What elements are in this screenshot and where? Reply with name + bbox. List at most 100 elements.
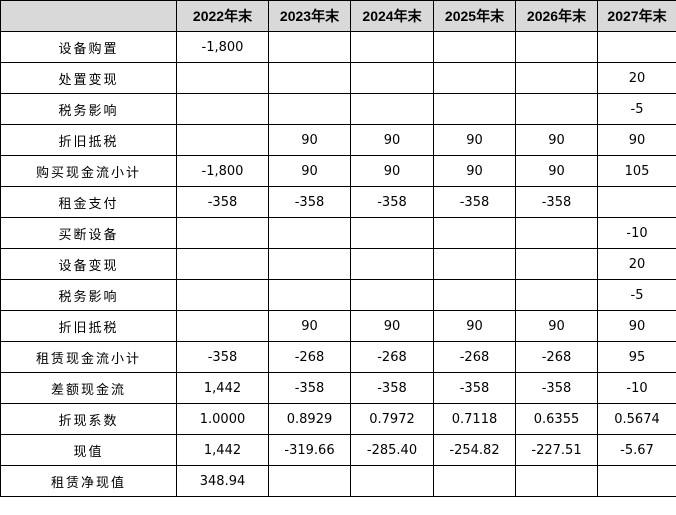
empty-cell [350,279,434,311]
row-label: 差额现金流 [0,372,177,404]
value-cell: 0.5674 [597,403,676,435]
value-cell: -10 [597,372,676,404]
value-cell: -358 [268,372,351,404]
table-row: 税务影响 -5 [0,279,676,311]
value-cell: 90 [268,155,351,187]
corner-cell [0,0,177,32]
empty-cell [268,248,351,280]
column-header: 2027年末 [597,0,676,32]
value-cell: 348.94 [176,465,269,497]
value-cell: -10 [597,217,676,249]
empty-cell [350,217,434,249]
row-label: 税务影响 [0,279,177,311]
value-cell: 90 [268,310,351,342]
value-cell: -227.51 [515,434,598,466]
empty-cell [597,186,676,218]
value-cell: -268 [268,341,351,373]
table-row: 购买现金流小计 -1,800 90 90 90 90 105 [0,155,676,187]
empty-cell [433,217,516,249]
value-cell: -268 [433,341,516,373]
table-row: 设备变现 20 [0,248,676,280]
table-row: 差额现金流 1,442 -358 -358 -358 -358 -10 [0,372,676,404]
value-cell: 90 [350,124,434,156]
empty-cell [433,465,516,497]
empty-cell [176,279,269,311]
column-header: 2023年末 [268,0,351,32]
value-cell: 90 [268,124,351,156]
value-cell: 90 [433,155,516,187]
empty-cell [515,93,598,125]
row-label: 设备变现 [0,248,177,280]
empty-cell [268,93,351,125]
value-cell: -358 [350,186,434,218]
value-cell: 0.7972 [350,403,434,435]
value-cell: 1.0000 [176,403,269,435]
value-cell: 90 [350,310,434,342]
value-cell: 90 [597,310,676,342]
empty-cell [176,124,269,156]
empty-cell [597,465,676,497]
column-header: 2024年末 [350,0,434,32]
value-cell: -358 [350,372,434,404]
value-cell: 1,442 [176,434,269,466]
table-row: 折旧抵税 90 90 90 90 90 [0,310,676,342]
row-label: 现值 [0,434,177,466]
table-row: 现值 1,442 -319.66 -285.40 -254.82 -227.51 -5.67 [0,434,676,466]
table-row: 租金支付 -358 -358 -358 -358 -358 [0,186,676,218]
empty-cell [515,279,598,311]
empty-cell [433,93,516,125]
value-cell: -5 [597,93,676,125]
value-cell: -1,800 [176,155,269,187]
value-cell: -1,800 [176,31,269,63]
empty-cell [350,31,434,63]
empty-cell [515,62,598,94]
empty-cell [515,465,598,497]
value-cell: -358 [515,372,598,404]
empty-cell [350,93,434,125]
empty-cell [268,62,351,94]
value-cell: -358 [176,186,269,218]
column-header: 2026年末 [515,0,598,32]
empty-cell [350,465,434,497]
table-body: 设备购置 -1,800 处置变现 20 税务影响 -5 折旧抵税 90 90 90 90 90 购买现金… [0,31,676,497]
table-row: 租赁现金流小计 -358 -268 -268 -268 -268 95 [0,341,676,373]
column-header: 2022年末 [176,0,269,32]
empty-cell [268,279,351,311]
table-row: 折旧抵税 90 90 90 90 90 [0,124,676,156]
table-row: 买断设备 -10 [0,217,676,249]
row-label: 折旧抵税 [0,310,177,342]
value-cell: 0.8929 [268,403,351,435]
header-row: 2022年末 2023年末 2024年末 2025年末 2026年末 2027年末 [0,0,676,32]
value-cell: 105 [597,155,676,187]
value-cell: 90 [515,310,598,342]
empty-cell [176,310,269,342]
row-label: 租赁现金流小计 [0,341,177,373]
value-cell: 90 [515,124,598,156]
row-label: 设备购置 [0,31,177,63]
row-label: 买断设备 [0,217,177,249]
empty-cell [515,217,598,249]
empty-cell [597,31,676,63]
row-label: 租金支付 [0,186,177,218]
table-row: 设备购置 -1,800 [0,31,676,63]
value-cell: -268 [350,341,434,373]
empty-cell [515,248,598,280]
table-row: 处置变现 20 [0,62,676,94]
value-cell: -285.40 [350,434,434,466]
empty-cell [176,62,269,94]
row-label: 购买现金流小计 [0,155,177,187]
empty-cell [176,93,269,125]
value-cell: -254.82 [433,434,516,466]
row-label: 折现系数 [0,403,177,435]
empty-cell [268,31,351,63]
column-header: 2025年末 [433,0,516,32]
value-cell: -5.67 [597,434,676,466]
value-cell: 20 [597,248,676,280]
value-cell: -358 [268,186,351,218]
value-cell: 1,442 [176,372,269,404]
empty-cell [433,279,516,311]
empty-cell [176,248,269,280]
value-cell: -358 [433,372,516,404]
value-cell: -358 [433,186,516,218]
